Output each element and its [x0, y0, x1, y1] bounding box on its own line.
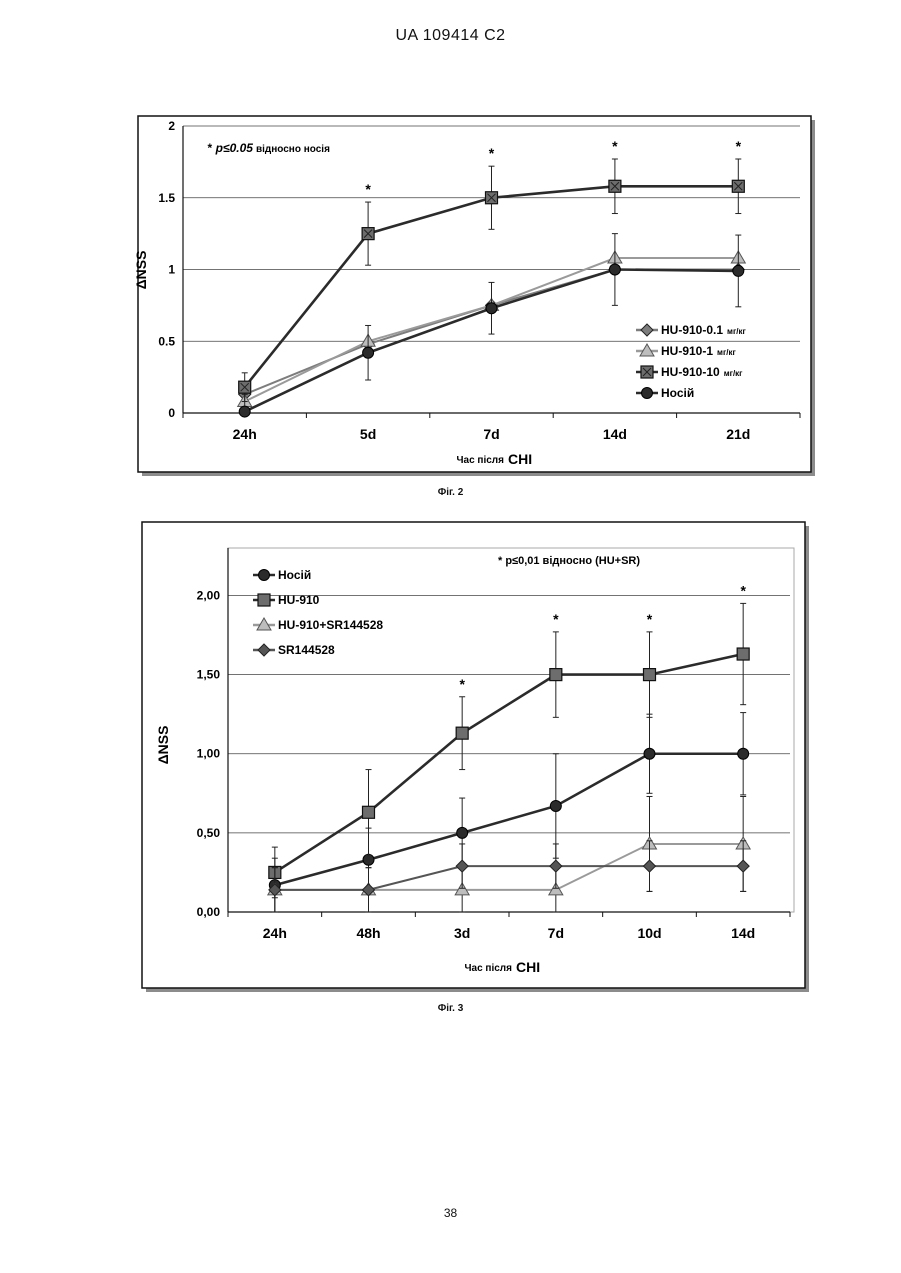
legend-swatch-marker [259, 570, 270, 581]
x-axis-title: Час після [465, 963, 513, 974]
y-tick-label: 1,50 [197, 668, 221, 682]
data-point [456, 727, 468, 739]
x-tick-label: 24h [263, 925, 287, 941]
data-point [644, 669, 656, 681]
x-tick-label: 48h [356, 925, 380, 941]
x-tick-label: 10d [637, 925, 661, 941]
data-point [363, 806, 375, 818]
y-axis-title: ΔNSS [155, 726, 171, 765]
y-tick-label: 1,00 [197, 747, 221, 761]
data-point [550, 800, 561, 811]
significance-star: * [459, 676, 465, 692]
significance-star: * [647, 611, 653, 627]
figure-3-caption: Фіг. 3 [0, 1003, 901, 1014]
legend-swatch-marker [258, 594, 270, 606]
data-point [738, 748, 749, 759]
y-tick-label: 2,00 [197, 588, 221, 602]
significance-star: * [553, 611, 559, 627]
data-point [457, 827, 468, 838]
data-point [363, 854, 374, 865]
legend-label: HU-910+SR144528 [278, 618, 383, 632]
x-tick-label: 3d [454, 925, 470, 941]
y-tick-label: 0,00 [197, 905, 221, 919]
x-tick-label: 7d [548, 925, 564, 941]
data-point [737, 648, 749, 660]
legend-label: Носій [278, 568, 311, 582]
data-point [644, 748, 655, 759]
y-tick-label: 0,50 [197, 826, 221, 840]
significance-note: * p≤0,01 відносно (HU+SR) [498, 555, 640, 567]
x-axis-title-suffix: CHI [516, 959, 540, 975]
data-point [550, 669, 562, 681]
figure-3-chart: 0,00 0,50 1,00 1,50 2,00 24h 48h 3d 7d 10d 14d Час … [0, 0, 901, 1273]
page-number: 38 [0, 1206, 901, 1220]
significance-star: * [740, 582, 746, 598]
legend-label: HU-910 [278, 593, 320, 607]
legend-label: SR144528 [278, 643, 335, 657]
x-tick-label: 14d [731, 925, 755, 941]
